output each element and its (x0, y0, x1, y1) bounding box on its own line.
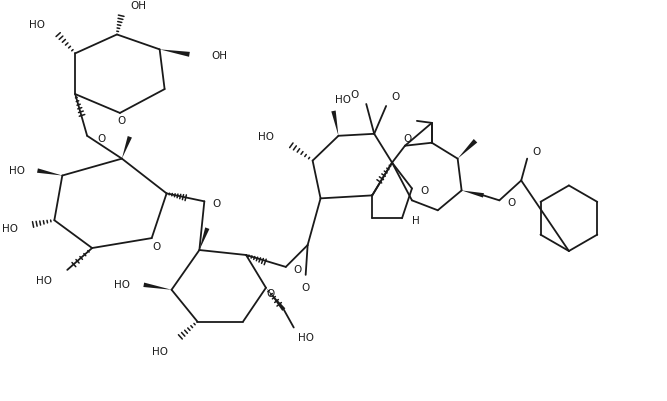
Text: HO: HO (258, 132, 274, 142)
Text: O: O (350, 90, 358, 100)
Text: OH: OH (211, 51, 227, 61)
Text: O: O (404, 134, 412, 144)
Text: HO: HO (1, 224, 17, 233)
Polygon shape (331, 111, 338, 136)
Text: HO: HO (297, 332, 313, 342)
Text: O: O (301, 282, 309, 292)
Polygon shape (199, 228, 209, 250)
Text: HO: HO (9, 165, 25, 175)
Polygon shape (462, 191, 484, 198)
Text: HO: HO (151, 346, 167, 356)
Text: O: O (293, 264, 302, 274)
Text: O: O (267, 288, 275, 298)
Text: HO: HO (336, 95, 352, 105)
Text: HO: HO (114, 279, 130, 289)
Text: HO: HO (37, 275, 53, 285)
Text: O: O (212, 199, 221, 209)
Text: O: O (97, 134, 105, 144)
Text: O: O (391, 92, 400, 102)
Polygon shape (143, 283, 171, 290)
Text: H: H (412, 216, 420, 226)
Text: O: O (532, 146, 540, 156)
Text: O: O (118, 115, 126, 126)
Text: O: O (420, 186, 428, 196)
Polygon shape (266, 288, 285, 311)
Polygon shape (37, 169, 62, 176)
Text: HO: HO (29, 20, 45, 29)
Text: OH: OH (131, 1, 147, 11)
Polygon shape (159, 50, 190, 58)
Polygon shape (122, 137, 132, 159)
Text: O: O (508, 198, 516, 208)
Text: O: O (153, 241, 161, 251)
Polygon shape (458, 140, 478, 159)
